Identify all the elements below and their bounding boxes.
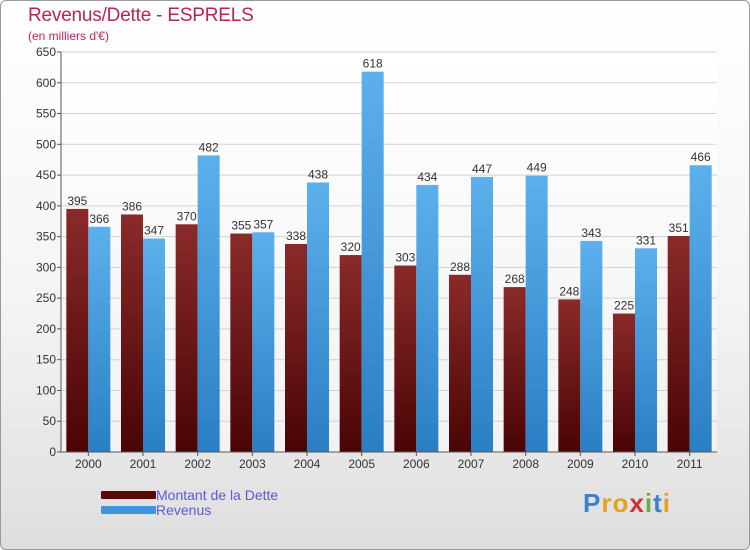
data-label-debt: 355 xyxy=(231,219,251,233)
y-tick-label: 600 xyxy=(36,76,56,90)
data-label-debt: 395 xyxy=(67,194,87,208)
y-tick-label: 300 xyxy=(36,260,56,274)
y-tick-label: 500 xyxy=(36,137,56,151)
y-tick-label: 250 xyxy=(36,291,56,305)
y-tick-label: 150 xyxy=(36,353,56,367)
y-tick-label: 400 xyxy=(36,199,56,213)
data-label-debt: 370 xyxy=(177,209,197,223)
bar-revenue xyxy=(416,184,439,452)
legend-item-debt: Montant de la Dette xyxy=(101,487,361,503)
legend-label-revenue: Revenus xyxy=(156,502,212,518)
proxiti-logo: Proxiti xyxy=(583,488,671,518)
bar-revenue xyxy=(143,238,165,452)
data-label-revenue: 447 xyxy=(472,162,492,176)
x-tick-label: 2005 xyxy=(348,457,375,471)
data-label-debt: 248 xyxy=(559,284,579,298)
y-tick-label: 200 xyxy=(36,322,56,336)
legend-swatch-debt xyxy=(101,491,156,499)
x-tick-label: 2002 xyxy=(184,457,211,471)
data-label-revenue: 434 xyxy=(417,170,437,184)
bar-debt xyxy=(339,255,362,452)
data-label-revenue: 466 xyxy=(691,150,711,164)
x-tick-label: 2007 xyxy=(458,457,485,471)
data-label-revenue: 366 xyxy=(89,212,109,226)
bar-debt xyxy=(394,265,417,452)
bar-debt xyxy=(175,224,198,452)
y-tick-label: 100 xyxy=(36,383,56,397)
bar-debt xyxy=(613,313,635,452)
data-label-debt: 225 xyxy=(614,299,634,313)
bar-revenue xyxy=(689,165,712,452)
x-tick-label: 2000 xyxy=(75,457,102,471)
x-tick-label: 2004 xyxy=(294,457,321,471)
data-label-revenue: 449 xyxy=(527,161,547,175)
data-label-debt: 288 xyxy=(450,260,470,274)
data-label-debt: 303 xyxy=(395,251,415,265)
plot-area xyxy=(61,52,717,452)
x-tick-label: 2008 xyxy=(512,457,539,471)
bar-revenue xyxy=(635,248,657,452)
data-label-revenue: 438 xyxy=(308,167,328,181)
chart-subtitle: (en milliers d'€) xyxy=(28,29,109,43)
legend-label-debt: Montant de la Dette xyxy=(156,487,279,503)
x-tick-label: 2006 xyxy=(403,457,430,471)
bar-debt xyxy=(503,287,526,452)
bar-revenue xyxy=(252,232,275,452)
bar-revenue xyxy=(88,226,111,452)
bar-debt xyxy=(667,236,690,452)
data-label-debt: 320 xyxy=(341,240,361,254)
x-tick-label: 2010 xyxy=(622,457,649,471)
y-tick-label: 350 xyxy=(36,230,56,244)
y-tick-label: 50 xyxy=(43,414,57,428)
y-tick-label: 450 xyxy=(36,168,56,182)
x-tick-label: 2001 xyxy=(130,457,157,471)
chart-title: Revenus/Dette - ESPRELS xyxy=(28,5,254,26)
legend-swatch-revenue xyxy=(101,506,156,514)
data-label-debt: 268 xyxy=(505,272,525,286)
bar-debt xyxy=(558,299,581,452)
x-tick-label: 2003 xyxy=(239,457,266,471)
data-label-revenue: 618 xyxy=(363,57,383,71)
data-label-debt: 351 xyxy=(669,221,689,235)
x-tick-label: 2011 xyxy=(677,457,703,471)
legend: Montant de la Dette Revenus xyxy=(101,487,361,518)
x-tick-label: 2009 xyxy=(567,457,594,471)
legend-item-revenue: Revenus xyxy=(101,502,361,518)
data-label-revenue: 357 xyxy=(253,217,273,231)
bar-debt xyxy=(66,208,89,452)
data-label-revenue: 343 xyxy=(581,226,601,240)
data-label-revenue: 347 xyxy=(144,223,164,237)
bar-revenue xyxy=(471,176,493,452)
bar-revenue xyxy=(307,182,329,452)
bar-revenue xyxy=(197,155,220,452)
data-label-revenue: 331 xyxy=(636,233,656,247)
data-label-debt: 338 xyxy=(286,229,306,243)
bar-debt xyxy=(449,274,471,452)
bar-revenue xyxy=(525,175,548,452)
y-tick-label: 650 xyxy=(36,45,56,59)
data-label-revenue: 482 xyxy=(199,140,219,154)
y-tick-label: 0 xyxy=(49,445,56,459)
bar-revenue xyxy=(580,240,603,452)
bar-revenue xyxy=(361,71,384,452)
bar-debt xyxy=(285,244,307,452)
data-label-debt: 386 xyxy=(122,199,142,213)
y-tick-label: 550 xyxy=(36,107,56,121)
bar-debt xyxy=(121,214,143,452)
bar-debt xyxy=(230,233,253,452)
